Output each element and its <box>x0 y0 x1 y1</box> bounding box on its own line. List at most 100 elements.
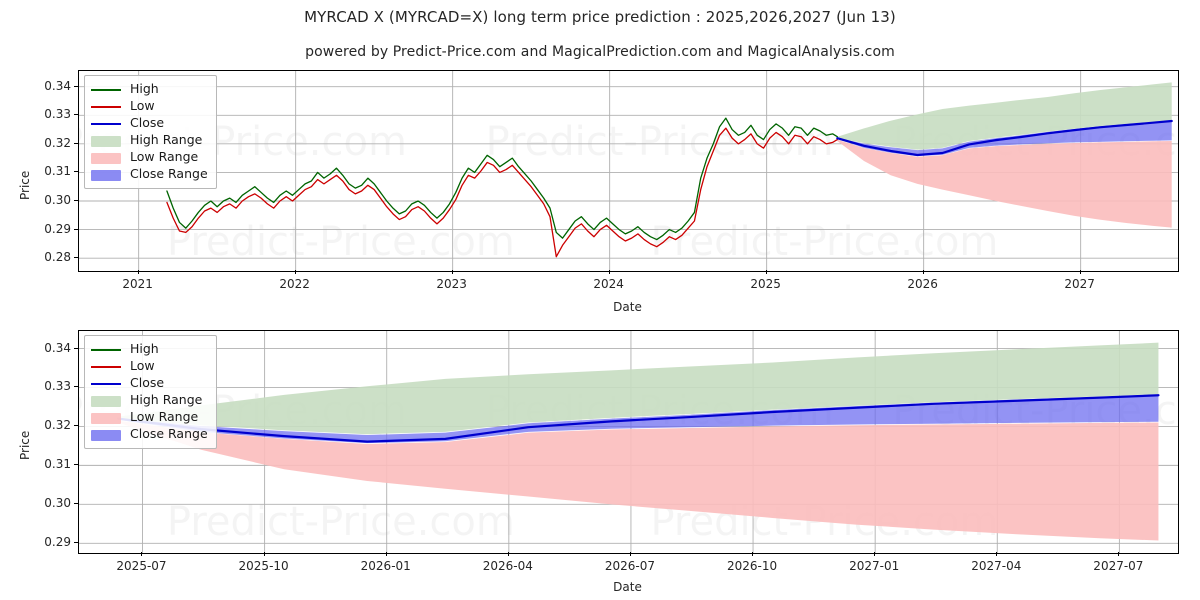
legend-swatch-icon <box>91 169 121 181</box>
y-axis-tick-label: 0.30 <box>44 193 71 207</box>
y-axis-tick-mark <box>74 464 78 466</box>
y-axis-tick-mark <box>74 386 78 388</box>
x-axis-tick-mark <box>608 270 610 274</box>
legend-item-high-range: High Range <box>91 392 208 409</box>
x-axis-tick-mark <box>874 552 876 556</box>
x-axis-tick-mark <box>141 552 143 556</box>
page-subtitle: powered by Predict-Price.com and Magical… <box>305 44 895 60</box>
y-axis-tick-mark <box>74 425 78 427</box>
x-axis-tick-mark <box>137 270 139 274</box>
y-axis-tick-mark <box>74 228 78 230</box>
y-axis-tick-label: 0.32 <box>44 135 71 150</box>
legend-swatch-icon <box>91 344 121 356</box>
x-axis-tick-label: 2021 <box>122 277 153 291</box>
bottom-chart-x-axis-label: Date <box>613 580 642 594</box>
legend-item-label: Close <box>130 375 165 391</box>
legend-swatch-icon <box>91 378 121 390</box>
legend-item-close: Close <box>91 375 208 392</box>
svg-text:Predict-Price.com: Predict-Price.com <box>650 219 998 265</box>
y-axis-tick-mark <box>74 503 78 505</box>
legend-item-label: Low Range <box>130 409 199 425</box>
x-axis-tick-label: 2026-01 <box>360 559 411 573</box>
x-axis-tick-label: 2025-07 <box>116 559 167 573</box>
legend-swatch-icon <box>91 135 121 147</box>
x-axis-tick-mark <box>1118 552 1120 556</box>
x-axis-tick-label: 2026 <box>907 277 938 291</box>
legend-item-label: Close <box>130 115 165 131</box>
x-axis-tick-label: 2023 <box>436 277 467 291</box>
top-chart-plot-area: Predict-Price.com Predict-Price.com Predic… <box>78 70 1179 272</box>
legend-swatch-icon <box>91 152 121 164</box>
y-axis-tick-label: 0.32 <box>44 418 71 433</box>
legend-item-label: High <box>130 341 159 357</box>
y-axis-tick-mark <box>74 542 78 544</box>
y-axis-tick-label: 0.29 <box>44 535 71 550</box>
y-axis-tick-label: 0.33 <box>44 379 71 394</box>
x-axis-tick-label: 2022 <box>279 277 310 291</box>
y-axis-tick-label: 0.34 <box>44 340 71 355</box>
svg-text:Predict-Price.com: Predict-Price.com <box>486 119 834 165</box>
legend-item-close-range: Close Range <box>91 426 208 443</box>
top-chart-x-axis-label: Date <box>613 300 642 314</box>
bottom-chart-y-axis-label: Price <box>18 430 32 460</box>
legend-item-label: Close Range <box>130 426 208 442</box>
legend-swatch-icon <box>91 84 121 96</box>
legend-item-label: High <box>130 81 159 97</box>
x-axis-tick-label: 2027-04 <box>971 559 1022 573</box>
x-axis-tick-label: 2026-10 <box>726 559 778 573</box>
y-axis-tick-mark <box>74 347 78 349</box>
x-axis-tick-mark <box>765 270 767 274</box>
legend-swatch-icon <box>91 361 121 373</box>
legend-item-label: Low <box>130 98 155 114</box>
x-axis-tick-label: 2027 <box>1064 277 1095 291</box>
legend-swatch-icon <box>91 101 121 113</box>
legend-item-low: Low <box>91 98 208 115</box>
y-axis-tick-mark <box>74 85 78 87</box>
y-axis-tick-label: 0.31 <box>44 457 71 472</box>
bottom-chart-panel: Price Predict-Price.com Predict-Price.com… <box>0 320 1200 600</box>
x-axis-tick-mark <box>451 270 453 274</box>
legend-swatch-icon <box>91 412 121 424</box>
legend-item-label: Close Range <box>130 166 208 182</box>
legend-item-high: High <box>91 341 208 358</box>
y-axis-tick-label: 0.31 <box>44 164 71 179</box>
legend-item-high-range: High Range <box>91 132 208 149</box>
x-axis-tick-mark <box>629 552 631 556</box>
y-axis-tick-mark <box>74 142 78 144</box>
x-axis-tick-mark <box>922 270 924 274</box>
x-axis-tick-label: 2027-07 <box>1093 559 1144 573</box>
legend-item-label: Low <box>130 358 155 374</box>
x-axis-tick-label: 2026-04 <box>482 559 533 573</box>
y-axis-tick-mark <box>74 257 78 259</box>
y-axis-tick-label: 0.33 <box>44 107 71 122</box>
bottom-chart-plot-area: Predict-Price.comPredict-Price.comPredic… <box>78 330 1179 554</box>
svg-text:Predict-Price.com: Predict-Price.com <box>167 499 515 545</box>
x-axis-tick-label: 2024 <box>593 277 624 291</box>
legend-item-close: Close <box>91 115 208 132</box>
y-axis-tick-label: 0.34 <box>44 78 71 93</box>
legend-swatch-icon <box>91 395 121 407</box>
top-chart-panel: Price Predict-Price.com Predict-Price.com… <box>18 70 1179 314</box>
x-axis-tick-label: 2025 <box>750 277 781 291</box>
legend-item-close-range: Close Range <box>91 166 208 183</box>
x-axis-tick-mark <box>385 552 387 556</box>
legend-swatch-icon <box>91 429 121 441</box>
x-axis-tick-mark <box>507 552 509 556</box>
x-axis-tick-mark <box>996 552 998 556</box>
y-axis-tick-mark <box>74 171 78 173</box>
y-axis-tick-label: 0.28 <box>44 250 71 265</box>
legend-swatch-icon <box>91 118 121 130</box>
x-axis-tick-mark <box>263 552 265 556</box>
y-axis-tick-label: 0.29 <box>44 221 71 236</box>
legend-item-high: High <box>91 81 208 98</box>
y-axis-tick-mark <box>74 200 78 201</box>
x-axis-tick-mark <box>752 552 754 556</box>
legend-item-low: Low <box>91 358 208 375</box>
chart-legend: High Low Close High Range Low Range Close Ran… <box>84 75 217 189</box>
chart-legend: High Low Close High Range Low Range Close Ran… <box>84 335 217 449</box>
x-axis-tick-label: 2025-10 <box>238 559 289 573</box>
legend-item-low-range: Low Range <box>91 409 208 426</box>
page-title: MYRCAD X (MYRCAD=X) long term price pred… <box>304 8 896 26</box>
legend-item-label: High Range <box>130 392 203 408</box>
